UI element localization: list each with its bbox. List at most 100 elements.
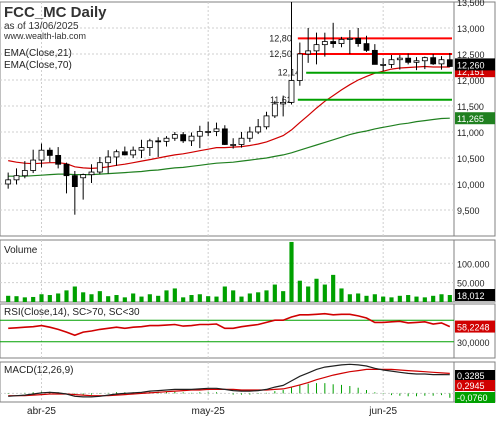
volume-bar bbox=[439, 294, 444, 302]
candle-body bbox=[38, 149, 45, 161]
candle-body bbox=[396, 57, 403, 61]
rsi-value-badge-bg bbox=[455, 320, 495, 333]
volume-bar bbox=[406, 295, 411, 302]
candle-body bbox=[221, 128, 228, 145]
price-panel-frame bbox=[0, 1, 455, 237]
volume-bar bbox=[347, 294, 352, 302]
legend-ema21: EMA(Close,21) bbox=[4, 48, 72, 59]
candle-body bbox=[146, 140, 153, 148]
candle-body bbox=[338, 39, 345, 44]
volume-value-badge-bg bbox=[455, 289, 495, 302]
candle-body bbox=[430, 57, 437, 65]
volume-bar bbox=[231, 290, 236, 302]
volume-bar bbox=[372, 294, 377, 302]
macd-title: MACD(12,26,9) bbox=[4, 365, 73, 376]
volume-bar bbox=[189, 295, 194, 302]
volume-bar bbox=[172, 288, 177, 302]
vol-y-tick-label: 50.000 bbox=[457, 279, 485, 289]
volume-bar bbox=[97, 291, 102, 302]
level-label: 11,62 bbox=[270, 95, 292, 105]
volume-bar bbox=[339, 288, 344, 302]
last-price-badge: 12,260 bbox=[457, 60, 485, 70]
y-tick-label: 12,500 bbox=[457, 50, 485, 60]
candle-body bbox=[163, 137, 170, 142]
volume-bar bbox=[106, 296, 111, 302]
y-tick-label: 9,500 bbox=[457, 206, 480, 216]
volume-bar bbox=[147, 294, 152, 302]
level-label: 12,80 bbox=[269, 33, 292, 43]
chart-website: www.wealth-lab.com bbox=[3, 31, 86, 41]
candle-body bbox=[346, 38, 353, 40]
volume-bar bbox=[397, 295, 402, 302]
candle-body bbox=[21, 170, 28, 177]
candle-body bbox=[88, 171, 95, 176]
y-tick-label: 11,500 bbox=[457, 102, 484, 112]
candle-body bbox=[5, 179, 12, 185]
macd-value-badge: 0,2945 bbox=[457, 381, 485, 391]
macd-value-badge-bg bbox=[455, 380, 495, 391]
volume-bar bbox=[122, 297, 127, 302]
candle-body bbox=[13, 175, 20, 181]
candle-body bbox=[421, 57, 428, 62]
volume-bar bbox=[14, 296, 19, 302]
candle-body bbox=[371, 49, 378, 65]
y-tick-label: 10,500 bbox=[457, 154, 485, 164]
volume-bar bbox=[56, 293, 61, 302]
volume-value-badge: 18,012 bbox=[457, 291, 485, 301]
ema70-value-badge: 11,265 bbox=[457, 114, 484, 124]
candle-body bbox=[330, 41, 337, 45]
volume-bar bbox=[164, 290, 169, 302]
candle-body bbox=[96, 162, 103, 173]
macd-value-badge-bg bbox=[455, 392, 495, 403]
rsi-value-badge: 58,2248 bbox=[457, 323, 490, 333]
x-tick-label: may-25 bbox=[191, 406, 225, 417]
candle-body bbox=[30, 159, 37, 171]
candle-body bbox=[413, 60, 420, 63]
macd-value-badge-bg bbox=[455, 370, 495, 381]
macd-line bbox=[8, 363, 450, 398]
volume-bar bbox=[47, 295, 52, 302]
volume-bar bbox=[206, 296, 211, 302]
volume-bar bbox=[81, 292, 86, 302]
volume-bar bbox=[6, 295, 11, 302]
volume-bar bbox=[272, 284, 277, 302]
volume-bar bbox=[156, 295, 161, 302]
candle-body bbox=[355, 38, 362, 45]
candle-body bbox=[388, 59, 395, 65]
candle-body bbox=[196, 131, 203, 137]
candle-body bbox=[230, 144, 237, 146]
candle-body bbox=[113, 151, 120, 158]
candle-body bbox=[263, 115, 270, 128]
x-tick-label: jun-25 bbox=[368, 406, 397, 417]
volume-bar bbox=[256, 292, 261, 302]
volume-bar bbox=[306, 286, 311, 302]
candle-body bbox=[380, 64, 387, 66]
volume-bar bbox=[114, 295, 119, 302]
volume-bar bbox=[281, 291, 286, 302]
candle-body bbox=[130, 149, 137, 156]
volume-bar bbox=[364, 295, 369, 302]
volume-bar bbox=[89, 294, 94, 302]
volume-bar bbox=[139, 296, 144, 302]
volume-bar bbox=[22, 297, 27, 302]
volume-bar bbox=[72, 286, 77, 302]
candle-body bbox=[255, 126, 262, 133]
candle-body bbox=[138, 147, 145, 151]
candle-body bbox=[296, 53, 303, 81]
volume-bar bbox=[31, 296, 36, 302]
candle-body bbox=[213, 128, 220, 132]
candle-body bbox=[171, 134, 178, 139]
candle-body bbox=[55, 154, 62, 165]
volume-bar bbox=[197, 294, 202, 302]
volume-bar bbox=[264, 290, 269, 302]
level-label: 12,50 bbox=[269, 49, 292, 59]
y-tick-label: 13,000 bbox=[457, 24, 485, 34]
candle-body bbox=[405, 57, 412, 63]
rsi-line bbox=[8, 312, 451, 337]
y-tick-label: 13,500 bbox=[457, 0, 485, 8]
volume-bar bbox=[431, 295, 436, 302]
candle-body bbox=[63, 163, 70, 177]
candle-body bbox=[80, 174, 87, 179]
